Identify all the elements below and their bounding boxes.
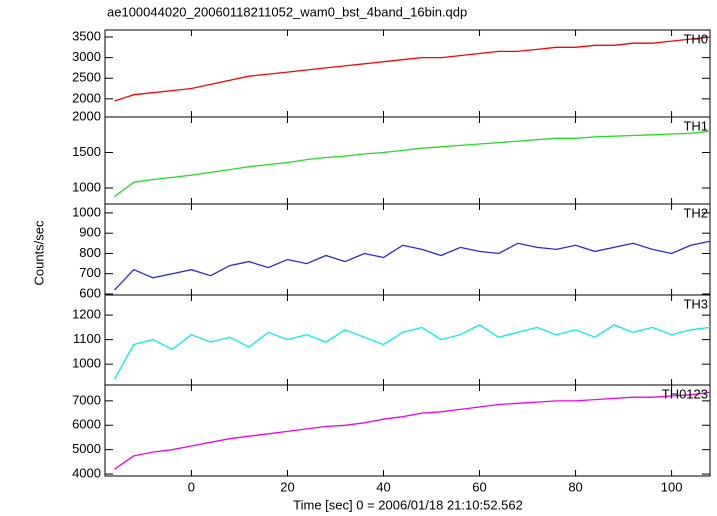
y-tick-label: 1200: [72, 307, 101, 322]
y-tick-label: 3500: [72, 28, 101, 43]
series-label: TH0: [683, 31, 708, 46]
data-line: [114, 130, 711, 198]
y-tick-label: 1000: [72, 179, 101, 194]
y-tick-label: 5000: [72, 441, 101, 456]
y-axis-label: Counts/sec: [31, 220, 46, 286]
y-tick-label: 4000: [72, 465, 101, 480]
data-line: [114, 324, 711, 380]
y-tick-label: 6000: [72, 417, 101, 432]
panel-frame: [104, 384, 711, 477]
series-label: TH2: [683, 205, 708, 220]
y-tick-label: 900: [79, 225, 101, 240]
y-tick-label: 2500: [72, 70, 101, 85]
y-tick-label: 1500: [72, 144, 101, 159]
y-tick-label: 7000: [72, 392, 101, 407]
panel-frame: [104, 29, 711, 118]
x-tick-label: 60: [472, 479, 486, 494]
y-tick-label: 3000: [72, 49, 101, 64]
y-tick-label: 2000: [72, 90, 101, 105]
data-line: [114, 36, 711, 102]
x-tick-label: 0: [188, 479, 195, 494]
panel-frame: [104, 116, 711, 205]
y-tick-label: 600: [79, 285, 101, 300]
series-label: TH3: [683, 296, 708, 311]
x-tick-label: 40: [376, 479, 390, 494]
x-tick-label: 20: [280, 479, 294, 494]
x-tick-label: 100: [661, 479, 683, 494]
series-label: TH0123: [662, 386, 708, 401]
panel-frame: [104, 294, 711, 386]
x-tick-label: 80: [568, 479, 582, 494]
data-line: [114, 391, 711, 470]
data-line: [114, 240, 711, 291]
y-tick-label: 1000: [72, 204, 101, 219]
x-axis-label: Time [sec] 0 = 2006/01/18 21:10:52.562: [293, 497, 523, 512]
y-tick-label: 1000: [72, 356, 101, 371]
y-tick-label: 2000: [72, 108, 101, 123]
chart-title: ae100044020_20060118211052_wam0_bst_4ban…: [107, 4, 467, 19]
series-label: TH1: [683, 118, 708, 133]
y-tick-label: 800: [79, 245, 101, 260]
panel-frame: [104, 203, 711, 296]
y-tick-label: 700: [79, 265, 101, 280]
y-tick-label: 1100: [73, 331, 101, 346]
